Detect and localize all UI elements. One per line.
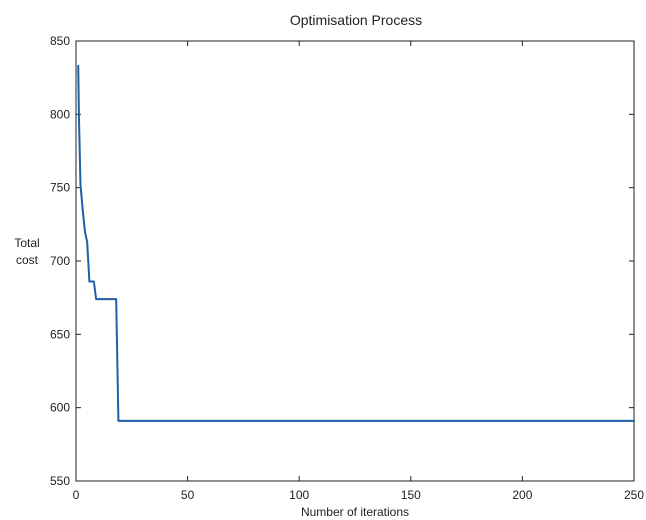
x-tick-label: 100 bbox=[289, 488, 309, 502]
series-layer bbox=[77, 64, 635, 422]
y-tick-label: 800 bbox=[50, 107, 70, 121]
y-tick-label: 550 bbox=[50, 474, 70, 488]
plot-frame bbox=[75, 40, 635, 482]
x-axis-label: Number of iterations bbox=[301, 505, 409, 519]
y-tick-label: 700 bbox=[50, 254, 70, 268]
y-axis-ticks: 550 600 650 700 750 800 850 bbox=[50, 34, 634, 488]
x-tick-label: 150 bbox=[401, 488, 421, 502]
series-line-1 bbox=[77, 64, 635, 422]
x-tick-label: 200 bbox=[512, 488, 532, 502]
x-tick-label: 250 bbox=[624, 488, 644, 502]
chart-title: Optimisation Process bbox=[290, 12, 422, 28]
y-tick-label: 850 bbox=[50, 34, 70, 48]
y-tick-label: 600 bbox=[50, 401, 70, 415]
y-tick-label: 650 bbox=[50, 327, 70, 341]
x-tick-label: 0 bbox=[73, 488, 80, 502]
y-axis-label-line-1: Total bbox=[14, 236, 39, 250]
x-tick-label: 50 bbox=[181, 488, 195, 502]
y-tick-label: 750 bbox=[50, 181, 70, 195]
y-axis-label-line-2: cost bbox=[16, 253, 39, 267]
x-axis-ticks: 0 50 100 150 200 250 bbox=[73, 41, 644, 502]
